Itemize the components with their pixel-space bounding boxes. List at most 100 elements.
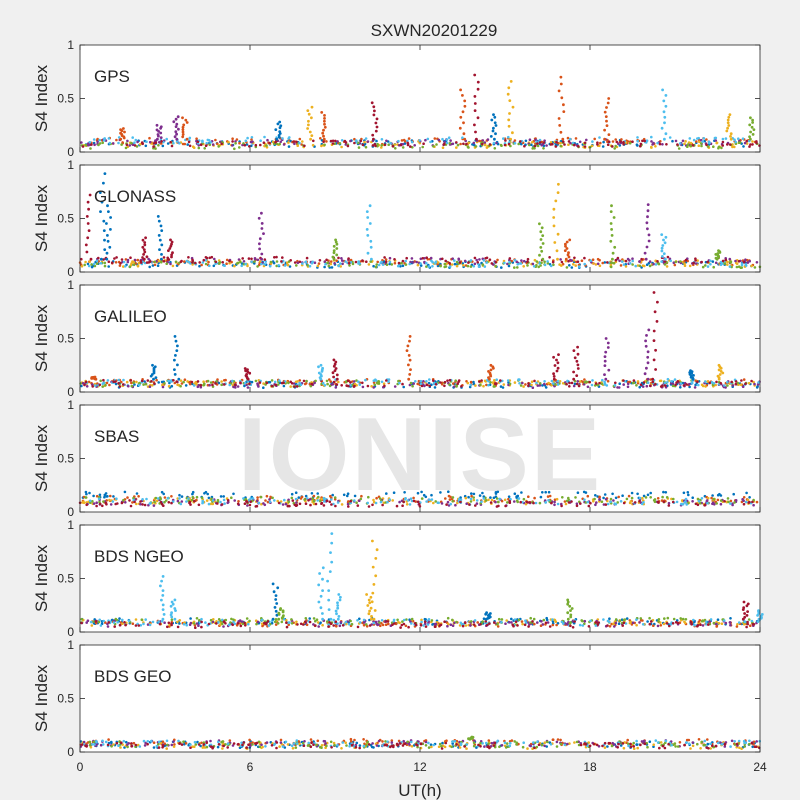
s4-point — [371, 144, 375, 147]
s4-point — [268, 141, 272, 145]
s4-point — [565, 266, 569, 269]
s4-point — [747, 618, 751, 621]
s4-point — [485, 261, 488, 264]
s4-point — [446, 500, 450, 504]
s4-point — [755, 261, 759, 264]
s4-point — [491, 129, 495, 133]
s4-point — [619, 500, 623, 503]
s4-point — [399, 143, 403, 147]
s4-point — [165, 262, 168, 266]
s4-point — [628, 141, 632, 145]
s4-point — [599, 141, 602, 145]
s4-point — [249, 140, 253, 144]
s4-point — [630, 491, 634, 495]
s4-point — [211, 499, 215, 502]
s4-point — [622, 263, 626, 266]
s4-point — [375, 263, 379, 266]
s4-point — [173, 381, 177, 385]
s4-point — [121, 618, 124, 622]
s4-point — [232, 492, 235, 496]
s4-point — [451, 500, 455, 503]
s4-point — [291, 747, 295, 750]
s4-point — [290, 492, 294, 496]
s4-point — [448, 498, 452, 501]
s4-point — [656, 141, 659, 145]
s4-point — [335, 373, 339, 377]
s4-point — [228, 259, 231, 263]
s4-point — [141, 503, 144, 506]
s4-point — [227, 140, 230, 144]
y-tick-label: 0.5 — [57, 332, 74, 346]
s4-point — [576, 260, 580, 264]
s4-point — [102, 500, 105, 503]
s4-point — [310, 134, 314, 138]
s4-point — [594, 263, 598, 266]
s4-point — [154, 147, 157, 150]
s4-point — [697, 144, 701, 147]
s4-point — [450, 263, 454, 266]
s4-point — [715, 625, 718, 628]
s4-point — [576, 345, 579, 349]
s4-point — [508, 257, 512, 260]
s4-point — [507, 118, 511, 122]
s4-point — [191, 259, 194, 263]
s4-point — [117, 378, 120, 382]
s4-point — [558, 124, 562, 127]
s4-point — [160, 243, 164, 247]
s4-point — [185, 623, 188, 627]
s4-point — [130, 384, 134, 388]
s4-point — [361, 259, 364, 262]
s4-point — [349, 381, 352, 384]
s4-point — [486, 138, 490, 141]
s4-point — [372, 113, 376, 117]
s4-point — [604, 350, 608, 354]
s4-point — [650, 620, 653, 623]
s4-point — [422, 380, 425, 383]
s4-point — [685, 383, 688, 386]
s4-point — [423, 620, 427, 623]
s4-point — [700, 144, 703, 148]
s4-point — [611, 251, 615, 255]
s4-point — [728, 621, 732, 624]
s4-point — [725, 129, 729, 133]
s4-point — [118, 623, 122, 627]
s4-point — [709, 263, 712, 266]
s4-point — [497, 500, 500, 504]
s4-point — [128, 499, 131, 502]
s4-point — [541, 257, 545, 261]
s4-point — [711, 494, 714, 497]
s4-point — [638, 496, 642, 500]
s4-point — [103, 248, 107, 252]
s4-point — [550, 379, 554, 383]
s4-point — [429, 743, 433, 746]
s4-point — [109, 216, 112, 219]
s4-point — [195, 495, 199, 499]
s4-point — [334, 240, 338, 244]
s4-point — [707, 623, 710, 626]
panel-label: SBAS — [94, 427, 139, 446]
s4-point — [148, 385, 152, 389]
s4-point — [152, 145, 155, 148]
s4-point — [646, 377, 650, 381]
s4-point — [448, 378, 452, 382]
s4-point — [126, 139, 129, 143]
s4-point — [697, 499, 701, 503]
s4-point — [671, 382, 675, 386]
s4-point — [640, 740, 644, 743]
s4-point — [172, 745, 176, 748]
s4-point — [682, 384, 686, 387]
s4-point — [215, 622, 218, 625]
s4-point — [449, 502, 453, 506]
s4-point — [554, 145, 558, 148]
s4-point — [480, 500, 483, 504]
s4-point — [386, 500, 389, 504]
s4-point — [566, 742, 569, 746]
s4-point — [646, 227, 649, 231]
s4-point — [542, 147, 545, 150]
s4-point — [363, 140, 366, 144]
s4-point — [172, 379, 175, 382]
s4-point — [308, 264, 312, 268]
s4-point — [282, 614, 285, 617]
s4-point — [610, 228, 613, 231]
s4-point — [614, 258, 618, 262]
